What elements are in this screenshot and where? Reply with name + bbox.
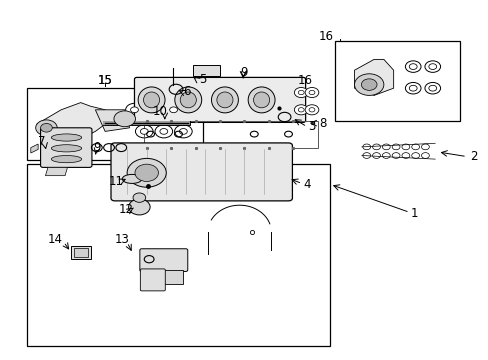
FancyBboxPatch shape xyxy=(140,249,187,271)
FancyBboxPatch shape xyxy=(134,77,305,122)
Circle shape xyxy=(428,85,436,91)
Circle shape xyxy=(298,90,304,95)
Circle shape xyxy=(294,87,307,98)
Text: 13: 13 xyxy=(115,233,129,246)
Ellipse shape xyxy=(217,92,233,108)
Ellipse shape xyxy=(211,87,238,113)
Ellipse shape xyxy=(51,134,81,141)
Circle shape xyxy=(135,164,158,181)
Circle shape xyxy=(305,105,318,115)
Circle shape xyxy=(155,125,172,138)
Text: 3: 3 xyxy=(307,120,315,133)
Polygon shape xyxy=(45,167,67,176)
Text: 9: 9 xyxy=(93,141,101,154)
Circle shape xyxy=(179,129,187,134)
Circle shape xyxy=(135,125,153,138)
Text: 16: 16 xyxy=(319,30,333,42)
Ellipse shape xyxy=(175,87,202,113)
Circle shape xyxy=(145,103,163,116)
Text: 6: 6 xyxy=(183,85,191,98)
Circle shape xyxy=(405,61,420,72)
Circle shape xyxy=(125,103,143,116)
FancyBboxPatch shape xyxy=(140,269,165,291)
Ellipse shape xyxy=(180,92,196,108)
Text: 9: 9 xyxy=(240,66,248,78)
Ellipse shape xyxy=(253,92,269,108)
Circle shape xyxy=(160,129,167,134)
Circle shape xyxy=(150,107,158,113)
Circle shape xyxy=(405,82,420,94)
Circle shape xyxy=(408,85,416,91)
Text: 4: 4 xyxy=(303,178,310,191)
Polygon shape xyxy=(354,59,393,95)
Text: 5: 5 xyxy=(199,73,206,86)
Text: 2: 2 xyxy=(469,150,477,163)
Bar xyxy=(159,270,183,284)
Ellipse shape xyxy=(138,87,165,113)
Polygon shape xyxy=(95,110,129,131)
Bar xyxy=(144,121,317,148)
Polygon shape xyxy=(37,103,105,139)
Circle shape xyxy=(428,64,436,69)
Circle shape xyxy=(298,108,304,112)
Text: 15: 15 xyxy=(98,74,112,87)
FancyBboxPatch shape xyxy=(41,128,92,167)
Circle shape xyxy=(294,105,307,115)
Bar xyxy=(71,246,91,259)
Circle shape xyxy=(308,108,314,112)
Ellipse shape xyxy=(51,145,81,152)
Circle shape xyxy=(130,107,138,113)
Circle shape xyxy=(41,123,52,132)
Circle shape xyxy=(169,107,177,113)
Text: 15: 15 xyxy=(98,75,112,87)
Circle shape xyxy=(354,74,383,95)
Circle shape xyxy=(308,90,314,95)
Text: 1: 1 xyxy=(410,207,418,220)
Text: 14: 14 xyxy=(47,233,62,246)
Circle shape xyxy=(36,120,57,136)
Circle shape xyxy=(424,61,440,72)
Circle shape xyxy=(140,129,148,134)
Polygon shape xyxy=(31,144,38,153)
Bar xyxy=(27,164,329,346)
Circle shape xyxy=(305,87,318,98)
Circle shape xyxy=(133,193,145,202)
Bar xyxy=(193,65,220,76)
Text: 7: 7 xyxy=(38,135,45,148)
Circle shape xyxy=(114,111,135,127)
Text: 10: 10 xyxy=(152,105,167,118)
Text: 11: 11 xyxy=(109,175,123,188)
Circle shape xyxy=(424,82,440,94)
FancyBboxPatch shape xyxy=(111,143,292,201)
Circle shape xyxy=(408,64,416,69)
Bar xyxy=(334,41,459,121)
Bar xyxy=(27,88,203,160)
Circle shape xyxy=(128,199,150,215)
Ellipse shape xyxy=(122,174,142,183)
Text: 8: 8 xyxy=(318,117,326,130)
Bar xyxy=(74,248,87,257)
Circle shape xyxy=(174,125,192,138)
Circle shape xyxy=(361,79,376,90)
Ellipse shape xyxy=(143,92,159,108)
Text: 16: 16 xyxy=(298,75,312,87)
Text: 12: 12 xyxy=(119,203,133,216)
Circle shape xyxy=(127,158,166,187)
Circle shape xyxy=(164,103,182,116)
Ellipse shape xyxy=(248,87,274,113)
Ellipse shape xyxy=(51,156,81,163)
